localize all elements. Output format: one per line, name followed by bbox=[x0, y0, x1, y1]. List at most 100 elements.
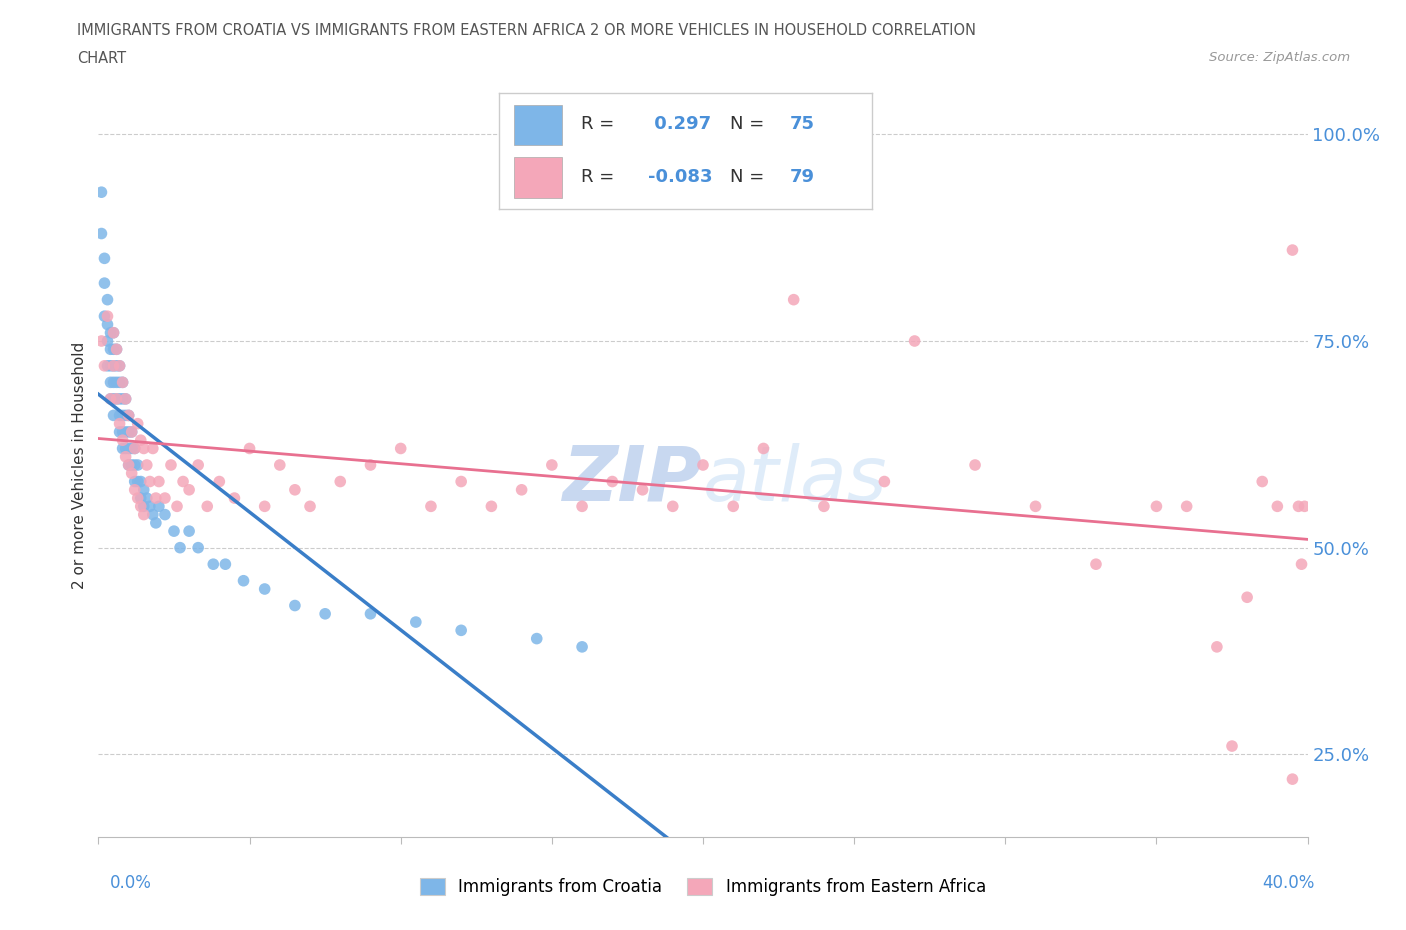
Point bbox=[360, 606, 382, 621]
Point bbox=[105, 392, 128, 406]
Point bbox=[114, 392, 136, 406]
Point bbox=[160, 458, 183, 472]
Point bbox=[118, 408, 141, 423]
Point bbox=[103, 326, 125, 340]
Point bbox=[481, 498, 503, 513]
Point bbox=[153, 491, 176, 506]
Point bbox=[103, 358, 125, 373]
Point bbox=[103, 358, 125, 373]
Point bbox=[1267, 498, 1289, 513]
Point bbox=[121, 466, 143, 481]
Text: 75: 75 bbox=[790, 115, 814, 133]
Point bbox=[132, 441, 155, 456]
Point bbox=[873, 474, 896, 489]
Point bbox=[121, 424, 143, 439]
Point bbox=[100, 392, 122, 406]
Point bbox=[108, 375, 131, 390]
Point bbox=[187, 458, 209, 472]
Point bbox=[389, 441, 412, 456]
Point bbox=[284, 483, 307, 498]
Point bbox=[114, 449, 136, 464]
Point bbox=[103, 408, 125, 423]
Point bbox=[96, 358, 118, 373]
Point bbox=[1281, 243, 1303, 258]
Point bbox=[1144, 498, 1167, 513]
Point bbox=[121, 458, 143, 472]
Text: 40.0%: 40.0% bbox=[1263, 874, 1315, 892]
Point bbox=[111, 408, 134, 423]
Point bbox=[105, 375, 128, 390]
Point bbox=[179, 524, 201, 538]
Point bbox=[1220, 738, 1243, 753]
Point bbox=[450, 474, 472, 489]
Point bbox=[783, 292, 806, 307]
Point bbox=[153, 507, 176, 522]
Text: R =: R = bbox=[581, 167, 614, 186]
Point bbox=[214, 557, 236, 572]
Point bbox=[148, 498, 170, 513]
Point bbox=[329, 474, 352, 489]
Point bbox=[100, 392, 122, 406]
Point bbox=[405, 615, 427, 630]
Point bbox=[96, 292, 118, 307]
Point bbox=[172, 474, 194, 489]
Point bbox=[224, 491, 246, 506]
Point bbox=[111, 424, 134, 439]
Point bbox=[111, 441, 134, 456]
Point bbox=[114, 392, 136, 406]
Point bbox=[187, 540, 209, 555]
Point bbox=[121, 441, 143, 456]
Point bbox=[105, 342, 128, 357]
Point bbox=[284, 598, 307, 613]
Point bbox=[813, 498, 835, 513]
Point bbox=[127, 491, 149, 506]
Point bbox=[526, 631, 548, 646]
Point bbox=[114, 424, 136, 439]
Point bbox=[253, 498, 276, 513]
Point bbox=[132, 498, 155, 513]
Point bbox=[692, 458, 714, 472]
Point bbox=[1175, 498, 1198, 513]
Point bbox=[114, 408, 136, 423]
Point bbox=[129, 432, 152, 447]
Point bbox=[132, 483, 155, 498]
Point bbox=[1024, 498, 1046, 513]
Point bbox=[540, 458, 562, 472]
Point bbox=[93, 358, 115, 373]
Point bbox=[450, 623, 472, 638]
Text: ZIP: ZIP bbox=[564, 443, 703, 517]
Point bbox=[108, 424, 131, 439]
Point bbox=[124, 483, 146, 498]
Point bbox=[142, 441, 165, 456]
Point bbox=[108, 392, 131, 406]
Point bbox=[202, 557, 225, 572]
Point bbox=[752, 441, 775, 456]
Point bbox=[1288, 498, 1310, 513]
Point bbox=[111, 375, 134, 390]
Point bbox=[904, 334, 927, 349]
Text: -0.083: -0.083 bbox=[648, 167, 713, 186]
Point bbox=[269, 458, 291, 472]
Point bbox=[124, 441, 146, 456]
Point bbox=[129, 491, 152, 506]
Point bbox=[127, 458, 149, 472]
Point bbox=[103, 375, 125, 390]
Point bbox=[111, 375, 134, 390]
Point bbox=[127, 474, 149, 489]
Point bbox=[103, 326, 125, 340]
Point bbox=[1206, 640, 1229, 655]
Point bbox=[111, 432, 134, 447]
Point bbox=[1236, 590, 1258, 604]
Point bbox=[118, 458, 141, 472]
Point bbox=[129, 498, 152, 513]
Point bbox=[139, 498, 162, 513]
Point bbox=[108, 408, 131, 423]
Point bbox=[571, 640, 593, 655]
Text: N =: N = bbox=[730, 115, 765, 133]
Point bbox=[90, 334, 112, 349]
Point bbox=[631, 483, 654, 498]
Point bbox=[166, 498, 188, 513]
Y-axis label: 2 or more Vehicles in Household: 2 or more Vehicles in Household bbox=[72, 341, 87, 589]
Point bbox=[129, 474, 152, 489]
Point bbox=[1294, 498, 1316, 513]
